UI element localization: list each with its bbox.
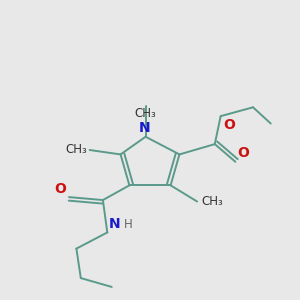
Text: O: O [54,182,66,196]
Text: O: O [238,146,250,160]
Text: CH₃: CH₃ [202,195,223,208]
Text: CH₃: CH₃ [135,107,157,120]
Text: CH₃: CH₃ [65,143,87,157]
Text: H: H [124,218,132,231]
Text: N: N [138,121,150,135]
Text: O: O [223,118,235,132]
Text: N: N [109,217,120,231]
